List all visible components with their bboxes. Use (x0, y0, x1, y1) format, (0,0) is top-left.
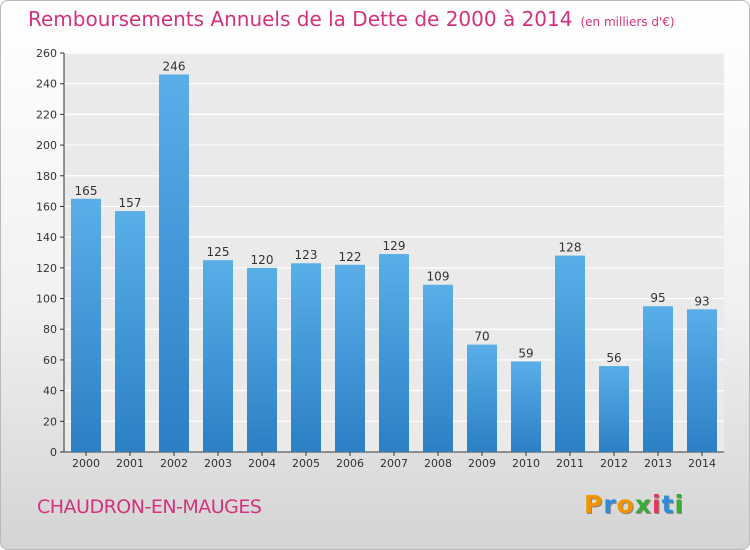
y-tick-label: 240 (36, 78, 57, 91)
x-tick-label: 2014 (688, 457, 716, 470)
commune-name: CHAUDRON-EN-MAUGES (37, 496, 262, 518)
data-label: 109 (427, 270, 450, 284)
bar (423, 284, 453, 452)
data-label: 129 (383, 239, 406, 253)
chart-subtitle: (en milliers d'€) (580, 15, 675, 29)
x-tick-label: 2013 (644, 457, 672, 470)
data-label: 122 (339, 250, 362, 264)
y-tick-label: 100 (36, 293, 57, 306)
bar (687, 309, 717, 452)
y-tick-label: 60 (43, 354, 57, 367)
data-label: 123 (295, 248, 318, 262)
logo-letter: t (661, 490, 675, 519)
logo-letter: o (616, 490, 635, 519)
y-tick-label: 260 (36, 47, 57, 60)
bar (291, 263, 321, 452)
x-tick-label: 2009 (468, 457, 496, 470)
x-tick-label: 2006 (336, 457, 364, 470)
y-tick-label: 0 (50, 446, 57, 459)
bar (511, 361, 541, 452)
x-tick-label: 2012 (600, 457, 628, 470)
logo-letter: x (634, 490, 652, 519)
logo-letter: i (674, 490, 685, 519)
x-tick-label: 2002 (160, 457, 188, 470)
data-label: 95 (650, 291, 665, 305)
data-label: 128 (559, 241, 582, 255)
y-tick-label: 220 (36, 108, 57, 121)
bar (159, 74, 189, 452)
data-label: 70 (474, 330, 489, 344)
bar (379, 254, 409, 452)
bar (71, 198, 101, 452)
logo-letter: P (584, 490, 604, 519)
data-label: 125 (207, 245, 230, 259)
x-tick-label: 2011 (556, 457, 584, 470)
bar (599, 366, 629, 452)
bar (247, 267, 277, 452)
data-label: 56 (606, 351, 621, 365)
data-label: 59 (518, 346, 533, 360)
x-tick-label: 2010 (512, 457, 540, 470)
y-tick-label: 120 (36, 262, 57, 275)
x-tick-label: 2001 (116, 457, 144, 470)
bar (203, 260, 233, 452)
bar (643, 306, 673, 452)
x-tick-label: 2004 (248, 457, 276, 470)
data-label: 165 (75, 184, 98, 198)
bar (555, 255, 585, 452)
y-tick-label: 140 (36, 231, 57, 244)
bar (467, 344, 497, 452)
data-label: 93 (694, 294, 709, 308)
y-tick-label: 40 (43, 385, 57, 398)
x-tick-label: 2003 (204, 457, 232, 470)
x-tick-label: 2005 (292, 457, 320, 470)
bar (335, 264, 365, 452)
proxiti-logo: Proxiti (584, 490, 684, 519)
data-label: 246 (163, 59, 186, 73)
x-tick-label: 2008 (424, 457, 452, 470)
y-tick-label: 180 (36, 170, 57, 183)
chart-title: Remboursements Annuels de la Dette de 20… (28, 7, 675, 31)
x-tick-label: 2000 (72, 457, 100, 470)
logo-letter: i (652, 490, 662, 519)
y-tick-label: 80 (43, 323, 57, 336)
y-tick-label: 200 (36, 139, 57, 152)
chart-title-text: Remboursements Annuels de la Dette de 20… (28, 7, 573, 31)
data-label: 157 (119, 196, 142, 210)
bar (115, 211, 145, 452)
x-tick-label: 2007 (380, 457, 408, 470)
logo-letter: r (603, 490, 617, 519)
y-tick-label: 20 (43, 415, 57, 428)
y-tick-label: 160 (36, 200, 57, 213)
data-label: 120 (251, 253, 274, 267)
